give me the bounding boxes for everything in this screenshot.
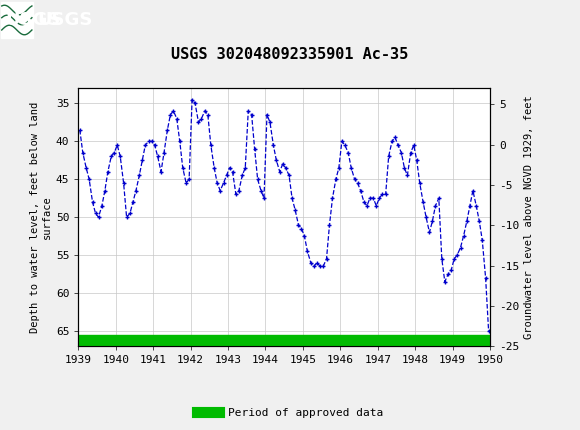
Text: USGS: USGS <box>6 11 61 29</box>
Text: USGS 302048092335901 Ac-35: USGS 302048092335901 Ac-35 <box>171 47 409 62</box>
Text: USGS: USGS <box>38 11 93 29</box>
Y-axis label: Depth to water level, feet below land
surface: Depth to water level, feet below land su… <box>30 101 52 333</box>
Legend: Period of approved data: Period of approved data <box>193 403 387 422</box>
Y-axis label: Groundwater level above NGVD 1929, feet: Groundwater level above NGVD 1929, feet <box>524 95 534 339</box>
Bar <box>1 2 33 38</box>
Bar <box>78 335 490 346</box>
